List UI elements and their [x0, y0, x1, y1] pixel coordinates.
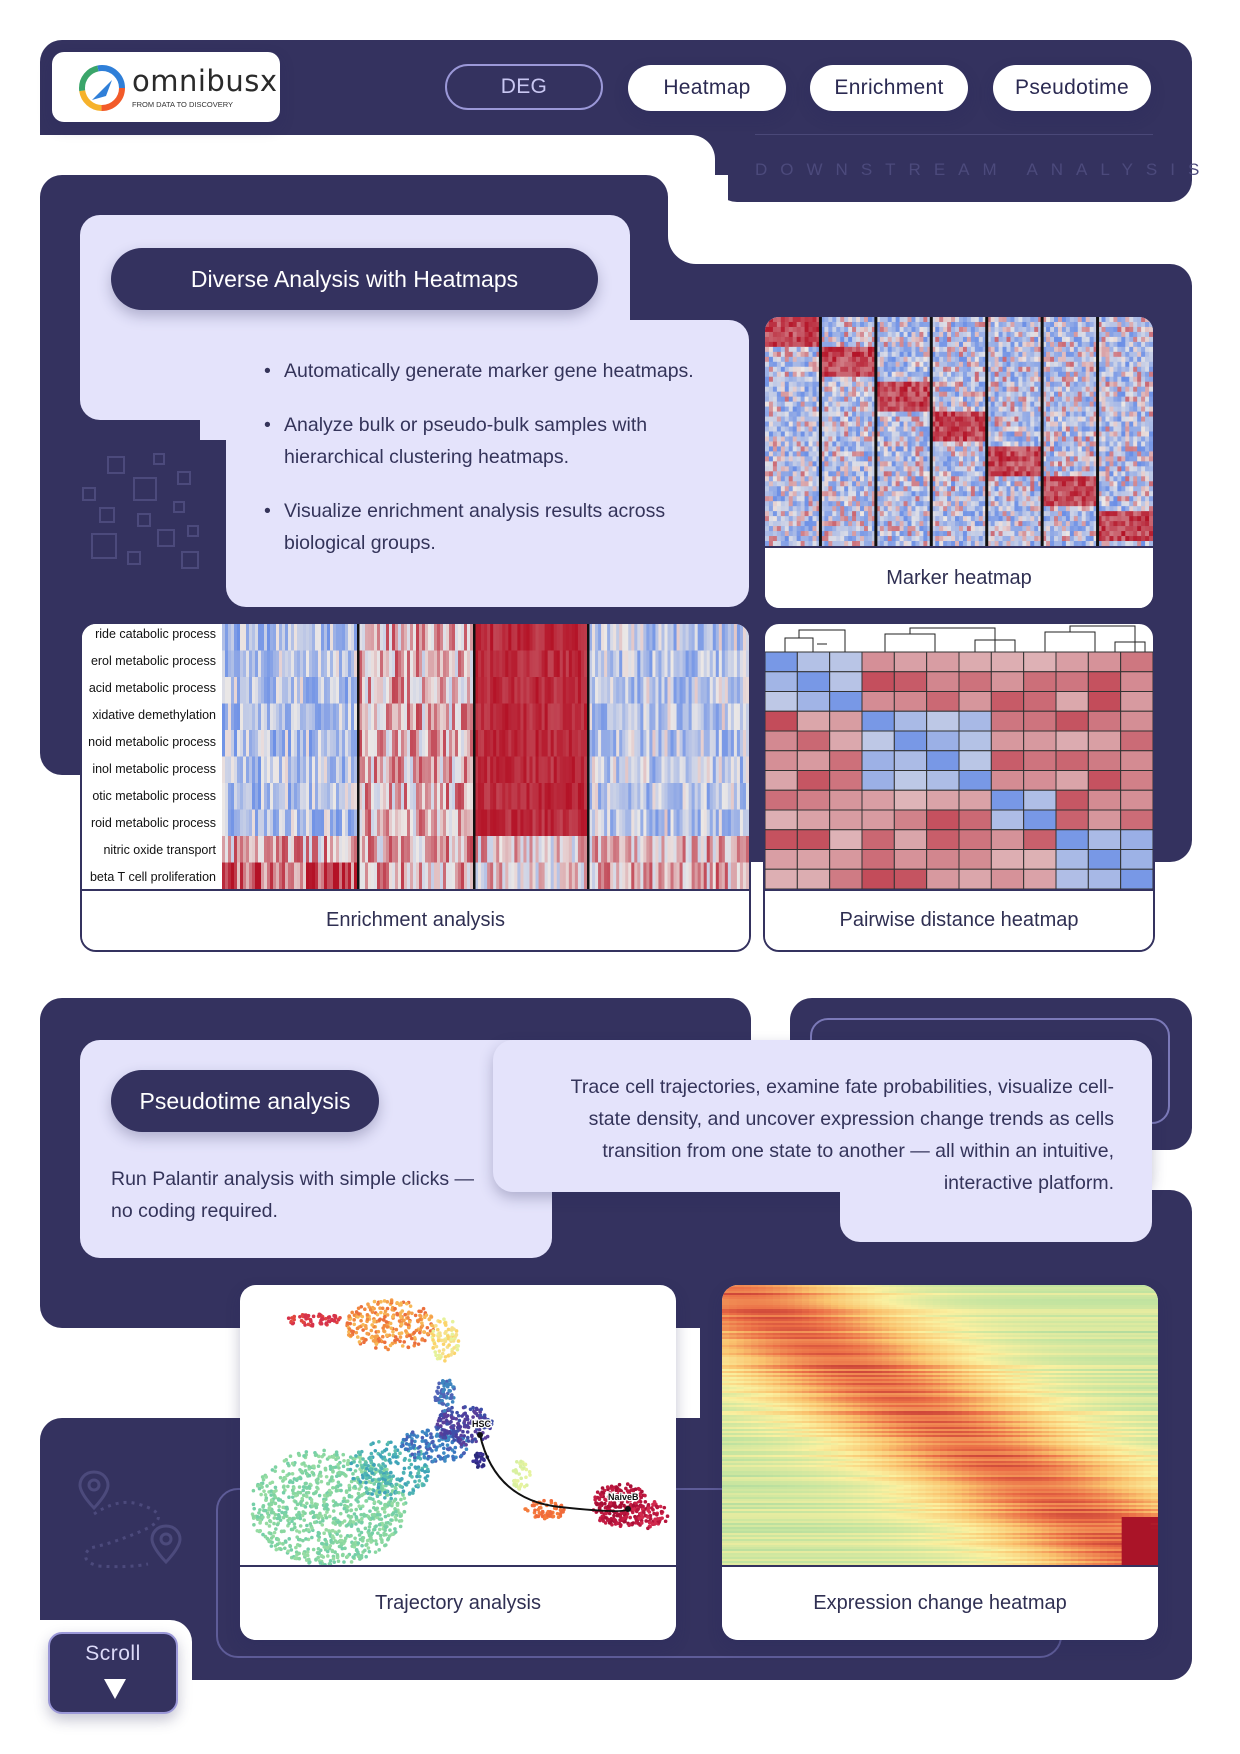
squares-decoration-icon — [82, 453, 199, 569]
scroll-label: Scroll — [85, 1642, 141, 1665]
enrichment-term: roid metabolic process — [90, 816, 216, 830]
enrichment-term: beta T cell proliferation — [89, 870, 216, 884]
trajectory-card[interactable]: HSC NaiveB Trajectory analysis — [240, 1285, 676, 1640]
pairwise-caption: Pairwise distance heatmap — [765, 889, 1153, 950]
tab-enrichment[interactable]: Enrichment — [810, 65, 968, 111]
heatmap-title: Diverse Analysis with Heatmaps — [190, 265, 519, 292]
enrichment-term: acid metabolic process — [88, 681, 216, 695]
bullet-item: Analyze bulk or pseudo-bulk samples with… — [264, 409, 724, 473]
map-pins-decoration-icon — [78, 1470, 182, 1569]
scroll-button[interactable]: Scroll — [48, 1632, 178, 1714]
section-caption: DOWNSTREAM ANALYSIS — [755, 160, 1213, 179]
enrichment-heatmap — [222, 624, 749, 890]
expression-change-heatmap — [722, 1285, 1158, 1568]
pseudotime-description: Trace cell trajectories, examine fate pr… — [570, 1076, 1114, 1194]
heatmap-bullets: Automatically generate marker gene heatm… — [264, 355, 724, 581]
trajectory-caption: Trajectory analysis — [240, 1565, 676, 1640]
enrichment-caption: Enrichment analysis — [82, 889, 749, 950]
pseudotime-title-pill: Pseudotime analysis — [111, 1070, 379, 1132]
enrichment-term: xidative demethylation — [92, 708, 216, 722]
marker-heatmap — [765, 317, 1153, 547]
enrichment-term: noid metabolic process — [88, 735, 216, 749]
enrichment-term: nitric oxide transport — [103, 843, 216, 857]
enrichment-term: otic metabolic process — [92, 789, 216, 803]
logo-card[interactable]: omnibusx FROM DATA TO DISCOVERY — [52, 52, 280, 122]
omnibusx-logo-icon — [79, 65, 125, 111]
naiveb-label: NaiveB — [608, 1492, 639, 1502]
enrichment-term: erol metabolic process — [90, 654, 216, 668]
header-tab-extension — [715, 130, 1192, 202]
tab-heatmap[interactable]: Heatmap — [628, 65, 786, 111]
enrichment-heatmap-card[interactable]: ride catabolic process erol metabolic pr… — [80, 622, 751, 952]
pairwise-heatmap-card[interactable]: Pairwise distance heatmap — [763, 622, 1155, 952]
expression-caption: Expression change heatmap — [722, 1565, 1158, 1640]
tab-deg[interactable]: DEG — [445, 64, 603, 110]
expression-card[interactable]: Expression change heatmap — [722, 1285, 1158, 1640]
enrichment-term: ride catabolic process — [95, 627, 216, 641]
bullet-item: Visualize enrichment analysis results ac… — [264, 495, 724, 559]
pseudotime-title: Pseudotime analysis — [139, 1087, 351, 1114]
marker-heatmap-card[interactable]: Marker heatmap — [763, 315, 1155, 610]
triangle-down-icon — [104, 1679, 126, 1699]
enrichment-term: inol metabolic process — [92, 762, 216, 776]
trajectory-path — [479, 1434, 629, 1513]
header-divider — [755, 134, 1153, 135]
enrichment-term-labels: ride catabolic process erol metabolic pr… — [82, 624, 222, 889]
bullet-item: Automatically generate marker gene heatm… — [264, 355, 724, 387]
trajectory-plot: HSC NaiveB — [250, 1298, 670, 1567]
pseudotime-subtitle: Run Palantir analysis with simple clicks… — [111, 1168, 475, 1222]
brand-tagline: FROM DATA TO DISCOVERY — [132, 100, 233, 109]
hsc-label: HSC — [472, 1419, 492, 1429]
heatmap-title-pill: Diverse Analysis with Heatmaps — [111, 248, 598, 310]
marker-heatmap-caption: Marker heatmap — [765, 546, 1153, 608]
brand-name: omnibusx — [132, 64, 278, 98]
tab-pseudotime[interactable]: Pseudotime — [993, 65, 1151, 111]
pairwise-heatmap — [765, 625, 1153, 890]
